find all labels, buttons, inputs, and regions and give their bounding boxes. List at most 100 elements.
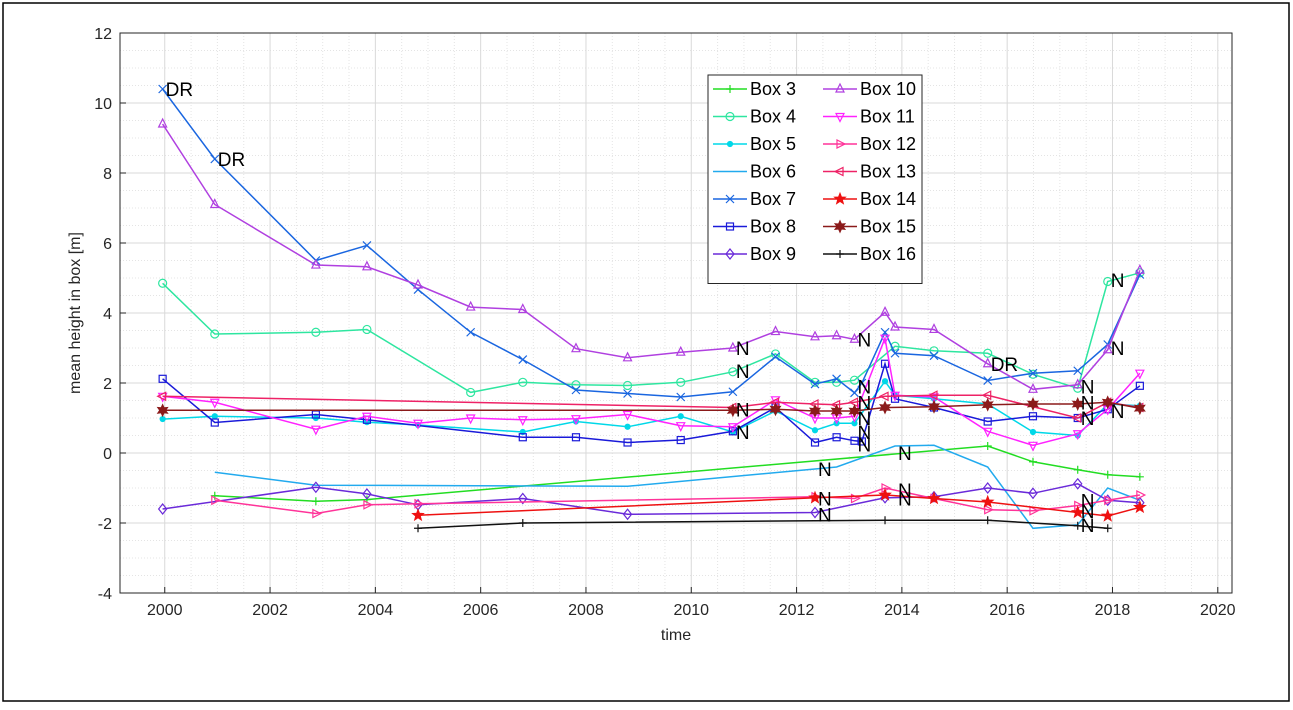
marker — [832, 374, 842, 384]
annotation: N — [857, 330, 871, 351]
marker — [808, 399, 819, 409]
marker — [769, 397, 780, 408]
marker — [623, 389, 632, 398]
annotation: N — [857, 423, 871, 444]
marker — [570, 415, 581, 426]
marker — [850, 388, 859, 398]
x-tick-label: 2016 — [989, 602, 1025, 619]
annotation: N — [1081, 378, 1095, 399]
marker — [1135, 381, 1144, 390]
marker — [1071, 397, 1084, 411]
legend-label: Box 12 — [860, 134, 916, 154]
marker — [210, 329, 220, 339]
y-axis-label: mean height in box [m] — [67, 232, 84, 394]
marker — [983, 417, 992, 426]
marker — [771, 352, 780, 362]
marker — [211, 413, 218, 420]
legend-label: Box 5 — [750, 134, 796, 154]
y-tick-label: 8 — [103, 166, 112, 183]
marker — [848, 404, 861, 418]
marker — [1134, 369, 1145, 380]
marker — [981, 397, 994, 412]
annotation: N — [898, 490, 912, 511]
legend-label: Box 9 — [750, 244, 796, 264]
marker — [1028, 441, 1038, 452]
marker — [848, 397, 859, 408]
x-tick-label: 2018 — [1095, 602, 1131, 619]
marker — [982, 482, 993, 494]
x-tick-label: 2004 — [358, 602, 394, 619]
annotation: N — [1081, 409, 1095, 430]
marker — [1132, 500, 1147, 514]
marker — [1102, 343, 1113, 354]
annotation: DR — [218, 150, 245, 171]
marker — [832, 433, 841, 442]
annotation: N — [736, 400, 750, 421]
marker — [157, 503, 168, 515]
marker — [622, 380, 633, 391]
marker — [1028, 368, 1038, 378]
marker — [878, 487, 892, 501]
annotation: N — [818, 460, 832, 481]
marker — [362, 324, 372, 335]
marker — [929, 346, 939, 356]
marker — [810, 377, 820, 387]
marker — [1073, 465, 1082, 474]
marker — [677, 413, 684, 420]
marker — [1134, 263, 1145, 274]
marker — [927, 390, 938, 401]
legend-box — [707, 74, 923, 284]
marker — [810, 379, 820, 389]
marker — [770, 349, 781, 359]
marker — [1029, 505, 1040, 516]
marker — [1028, 382, 1038, 393]
legend-label: Box 14 — [860, 189, 916, 209]
series-line — [214, 445, 1140, 503]
annotation: N — [898, 481, 912, 502]
x-tick-label: 2008 — [568, 602, 604, 619]
marker — [311, 327, 321, 337]
marker — [1029, 428, 1037, 436]
marker — [728, 387, 738, 397]
marker — [890, 348, 900, 358]
series-line — [162, 272, 1141, 394]
marker — [676, 435, 685, 445]
marker — [927, 399, 941, 414]
grid: -4 -2 0 2 4 6 8 10 12 2000 2002 2004 2006 2008 2010 201… — [94, 26, 1235, 619]
marker — [810, 330, 820, 341]
marker — [1100, 508, 1115, 522]
marker — [929, 351, 939, 361]
marker — [880, 359, 890, 368]
annotation: N — [1081, 502, 1095, 523]
marker — [1103, 524, 1112, 533]
marker — [1074, 500, 1085, 511]
marker — [466, 387, 476, 398]
annotation: N — [857, 409, 871, 430]
marker — [833, 191, 847, 205]
marker — [726, 403, 739, 418]
marker — [769, 402, 782, 417]
marker — [622, 410, 633, 421]
marker — [1072, 477, 1083, 490]
marker — [981, 390, 992, 401]
marker — [312, 508, 323, 519]
marker — [881, 516, 890, 525]
marker — [518, 433, 527, 442]
marker — [156, 391, 167, 402]
y-tick-label: 2 — [103, 376, 112, 393]
marker — [728, 427, 737, 436]
marker — [517, 416, 528, 427]
legend-label: Box 6 — [750, 162, 796, 182]
marker — [156, 403, 169, 418]
marker — [833, 219, 847, 234]
marker — [361, 412, 372, 423]
marker — [1072, 378, 1083, 389]
marker — [1028, 487, 1038, 500]
legend-label: Box 4 — [750, 107, 796, 127]
annotation: N — [736, 423, 750, 444]
marker — [810, 438, 820, 447]
marker — [209, 398, 220, 409]
